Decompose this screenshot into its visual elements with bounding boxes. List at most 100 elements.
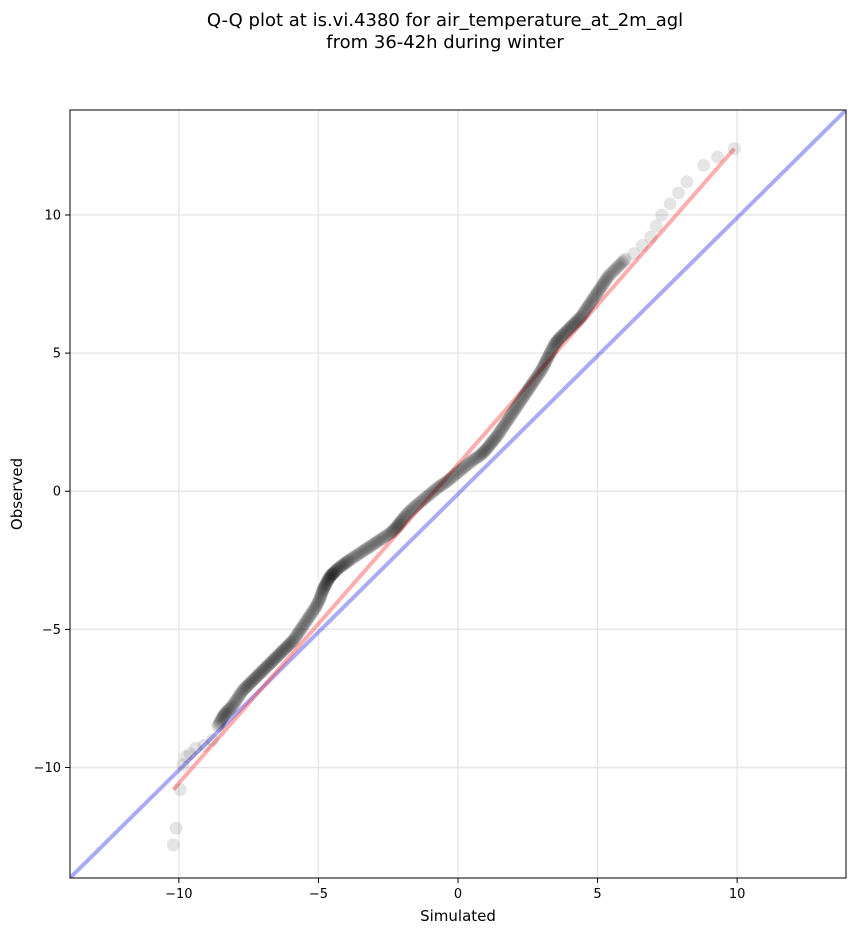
data-point (496, 421, 510, 435)
data-point (485, 435, 499, 449)
data-point (440, 475, 454, 489)
data-point (526, 375, 540, 389)
data-point (320, 575, 334, 589)
data-point (363, 539, 377, 553)
data-point (514, 393, 528, 407)
data-point (321, 574, 335, 588)
data-point (325, 568, 339, 582)
data-point (454, 463, 468, 477)
data-point (286, 633, 300, 647)
data-point (220, 704, 234, 718)
data-point (591, 284, 605, 298)
grid-lines (70, 110, 846, 878)
data-point (225, 700, 239, 714)
data-point (513, 394, 527, 408)
x-tick-label: 5 (593, 887, 601, 902)
data-point (183, 747, 197, 761)
data-point (397, 511, 411, 525)
data-point (486, 434, 500, 448)
data-point (278, 642, 292, 656)
data-point (445, 470, 459, 484)
data-point (412, 496, 426, 510)
data-point (281, 639, 295, 653)
data-point (492, 426, 506, 440)
data-point (582, 298, 596, 312)
data-point (464, 455, 478, 469)
data-point (257, 662, 271, 676)
data-point (395, 513, 409, 527)
data-point (452, 464, 466, 478)
data-point (601, 270, 615, 284)
data-point (437, 476, 451, 490)
data-point (290, 628, 304, 642)
data-point (287, 632, 301, 646)
data-point (330, 562, 344, 576)
data-point (498, 418, 512, 432)
data-point (396, 512, 410, 526)
data-point (591, 285, 605, 299)
data-point (313, 592, 327, 606)
data-point (511, 399, 525, 413)
data-point (303, 609, 317, 623)
data-point (462, 456, 476, 470)
data-point (578, 305, 592, 319)
data-point (215, 711, 229, 725)
data-point (521, 383, 535, 397)
data-point (384, 526, 398, 540)
data-point (294, 622, 308, 636)
data-point (364, 539, 378, 553)
data-point (606, 265, 620, 279)
data-point (314, 589, 328, 603)
data-point (317, 580, 331, 594)
y-axis-ticks: −10 −5 0 5 10 (34, 208, 70, 776)
data-point (260, 659, 274, 673)
data-point (371, 534, 385, 548)
data-point (263, 656, 277, 670)
data-point (426, 485, 440, 499)
x-axis-label: Simulated (420, 907, 496, 925)
data-point (415, 494, 429, 508)
data-point (341, 554, 355, 568)
data-point (531, 368, 545, 382)
data-point (457, 461, 471, 475)
data-point (525, 378, 539, 392)
data-point (419, 490, 433, 504)
data-point (326, 566, 340, 580)
data-point (224, 701, 238, 715)
data-point (173, 783, 187, 797)
data-point (230, 693, 244, 707)
data-point (498, 417, 512, 431)
data-point (269, 651, 283, 665)
data-point (512, 396, 526, 410)
data-point (451, 465, 465, 479)
chart-title: Q-Q plot at is.vi.4380 for air_temperatu… (207, 10, 683, 31)
data-point (565, 319, 579, 333)
data-point (398, 509, 412, 523)
data-point (530, 370, 544, 384)
data-point (528, 372, 542, 386)
data-point (369, 536, 383, 550)
data-point (577, 306, 591, 320)
data-point (680, 175, 694, 189)
data-point (254, 666, 268, 680)
data-point (576, 307, 590, 321)
data-point (261, 658, 275, 672)
data-point (337, 557, 351, 571)
data-point (538, 357, 552, 371)
data-point (318, 579, 332, 593)
data-point (230, 691, 244, 705)
data-point (355, 545, 369, 559)
data-point (564, 320, 578, 334)
data-point (402, 505, 416, 519)
data-point (393, 516, 407, 530)
data-point (506, 406, 520, 420)
data-point (434, 478, 448, 492)
data-point (542, 349, 556, 363)
data-point (537, 359, 551, 373)
data-point (672, 186, 686, 200)
chart-subtitle: from 36-42h during winter (326, 32, 564, 53)
data-point (635, 238, 649, 252)
data-point (330, 563, 344, 577)
data-point (618, 252, 632, 266)
data-point (502, 411, 516, 425)
